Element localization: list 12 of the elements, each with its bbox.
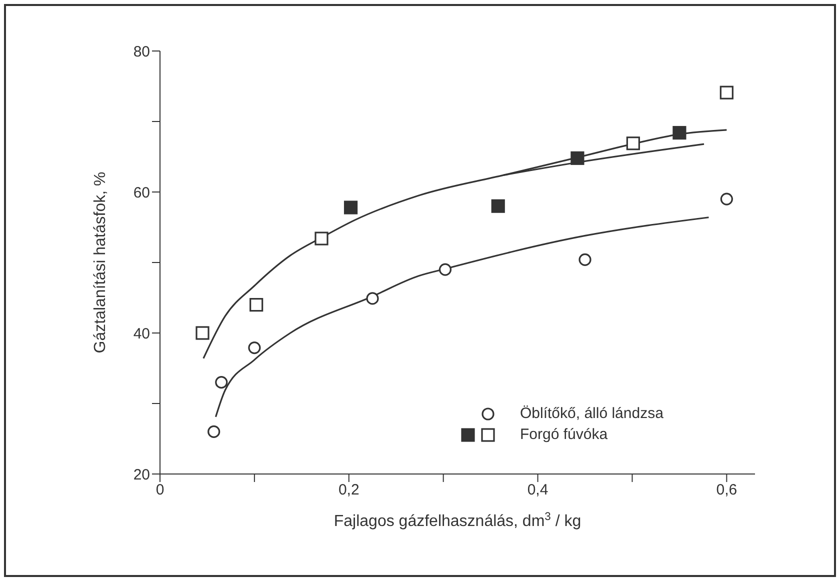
x-tick-label: 0,2 bbox=[338, 482, 360, 499]
legend-label: Forgó fúvóka bbox=[520, 426, 608, 443]
y-axis-title: Gáztalanítási hatásfok, % bbox=[92, 172, 109, 354]
x-tick-label: 0,4 bbox=[527, 482, 548, 499]
y-tick-label: 60 bbox=[133, 184, 150, 202]
x-tick-label: 0 bbox=[156, 482, 164, 499]
x-tick-label: 0,6 bbox=[716, 482, 738, 499]
legend-label: Öblítőkő, álló lándzsa bbox=[520, 405, 664, 422]
y-tick-label: 20 bbox=[133, 466, 150, 484]
y-tick-label: 80 bbox=[133, 43, 150, 60]
x-axis-title: Fajlagos gázfelhasználás, dm$^{3}$ / kg bbox=[334, 511, 582, 530]
y-tick-label: 40 bbox=[133, 325, 150, 342]
